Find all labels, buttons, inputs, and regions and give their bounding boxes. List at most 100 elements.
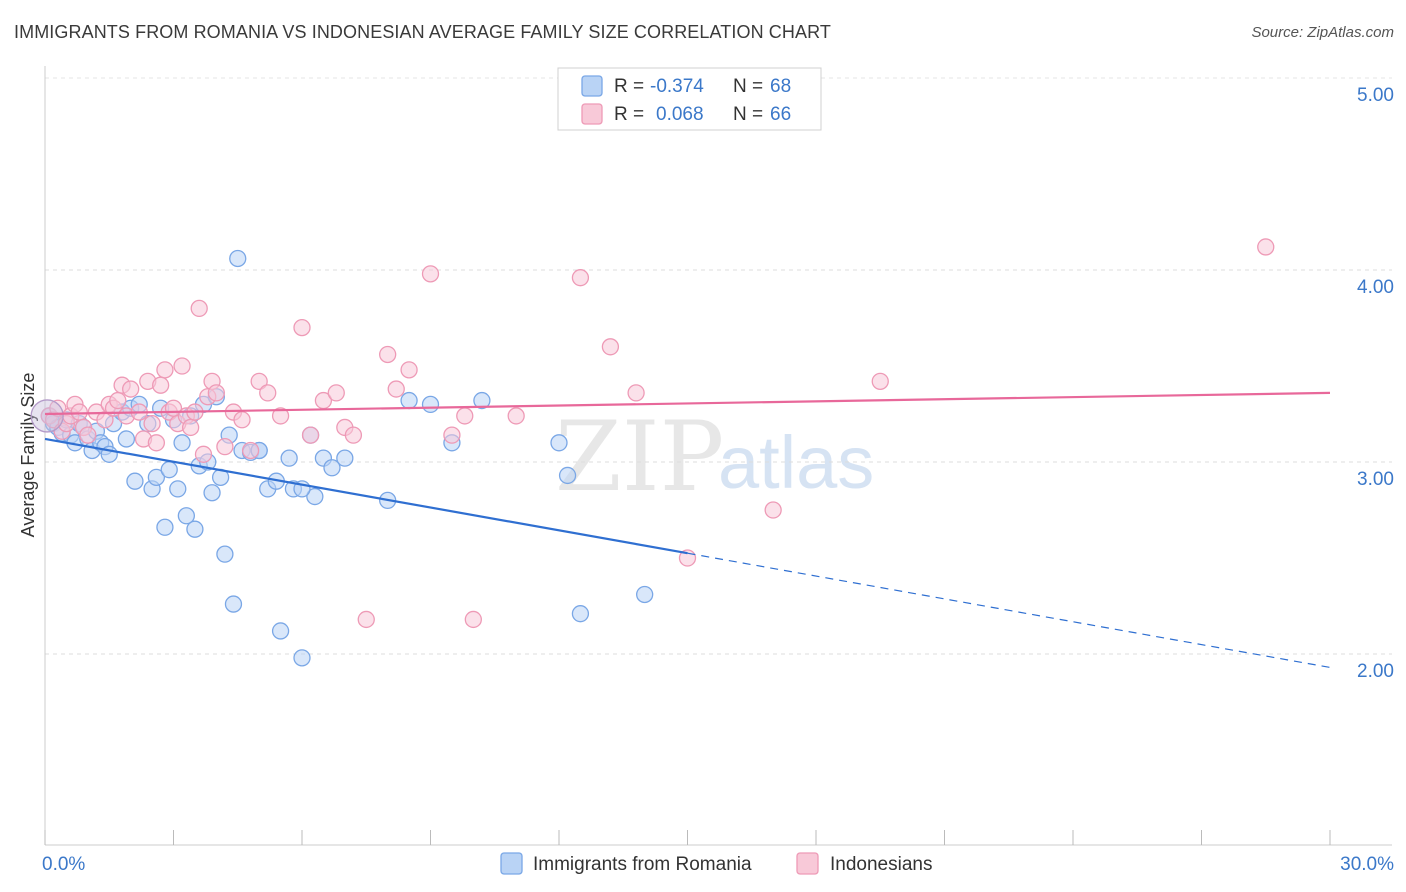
data-points bbox=[30, 238, 1275, 667]
point-indonesians-59 bbox=[571, 269, 590, 287]
point-romania-61 bbox=[421, 395, 440, 414]
point-romania-30 bbox=[177, 507, 196, 525]
point-indonesians-22 bbox=[147, 434, 166, 452]
legend-r-value-romania: -0.374 bbox=[650, 76, 704, 97]
point-indonesians-41 bbox=[250, 372, 268, 391]
trend-lines bbox=[44, 391, 1331, 669]
y-tick-label-0: 2.00 bbox=[1357, 661, 1394, 682]
watermark-zip: ZIP bbox=[555, 401, 724, 513]
point-indonesians-17 bbox=[122, 380, 140, 398]
point-indonesians-57 bbox=[464, 610, 482, 629]
y-tick-label-3: 5.00 bbox=[1357, 85, 1394, 106]
y-tick-label-2: 4.00 bbox=[1357, 277, 1394, 298]
x-tick-label-min: 0.0% bbox=[42, 854, 85, 875]
point-romania-32 bbox=[186, 520, 204, 538]
point-indonesians-52 bbox=[387, 380, 405, 398]
point-indonesians-42 bbox=[259, 384, 277, 402]
point-romania-25 bbox=[156, 518, 174, 536]
point-romania-60 bbox=[400, 391, 418, 410]
point-indonesians-9 bbox=[79, 426, 97, 444]
point-romania-48 bbox=[271, 622, 290, 640]
watermark: ZIP atlas bbox=[555, 401, 874, 513]
point-romania-29 bbox=[173, 434, 191, 452]
axes bbox=[44, 66, 1392, 846]
chart-title: IMMIGRANTS FROM ROMANIA VS INDONESIAN AV… bbox=[14, 22, 831, 42]
y-axis-label: Average Family Size bbox=[18, 373, 38, 538]
point-romania-63 bbox=[473, 391, 491, 410]
point-indonesians-61 bbox=[627, 384, 645, 402]
point-indonesians-39 bbox=[233, 411, 251, 429]
point-romania-23 bbox=[147, 468, 166, 487]
point-indonesians-37 bbox=[216, 437, 234, 456]
x-tick-label-max: 30.0% bbox=[1340, 854, 1394, 875]
point-indonesians-23 bbox=[151, 376, 170, 394]
point-indonesians-65 bbox=[1257, 238, 1275, 256]
bottom-legend-swatch-romania bbox=[500, 852, 523, 875]
point-romania-66 bbox=[571, 605, 590, 623]
point-romania-36 bbox=[203, 484, 221, 502]
point-indonesians-28 bbox=[173, 357, 191, 375]
point-romania-28 bbox=[169, 480, 187, 498]
point-indonesians-55 bbox=[443, 426, 461, 444]
legend-r-value-indonesians: 0.068 bbox=[656, 104, 704, 125]
point-indonesians-2 bbox=[49, 399, 67, 417]
point-romania-17 bbox=[117, 430, 136, 448]
point-romania-51 bbox=[293, 649, 311, 667]
point-indonesians-63 bbox=[764, 501, 782, 519]
point-indonesians-49 bbox=[344, 426, 363, 444]
y-tick-labels: 2.00 3.00 4.00 5.00 bbox=[1357, 85, 1394, 682]
legend-swatch-romania bbox=[581, 75, 603, 97]
legend-n-label-indonesians: N = bbox=[733, 104, 763, 125]
point-romania-41 bbox=[224, 595, 243, 613]
trend-line-extension-romania bbox=[687, 552, 1331, 669]
trend-line-romania bbox=[44, 437, 688, 555]
point-romania-64 bbox=[550, 434, 568, 452]
point-indonesians-21 bbox=[143, 414, 161, 433]
point-romania-65 bbox=[558, 466, 577, 485]
point-romania-49 bbox=[280, 449, 298, 467]
point-indonesians-51 bbox=[379, 345, 397, 364]
point-indonesians-64 bbox=[871, 372, 889, 391]
source-label: Source: ZipAtlas.com bbox=[1251, 24, 1394, 41]
bottom-legend-swatch-indonesians bbox=[796, 852, 819, 875]
y-tick-label-1: 3.00 bbox=[1357, 469, 1394, 490]
point-indonesians-7 bbox=[70, 403, 88, 421]
trend-line-indonesians bbox=[44, 391, 1331, 416]
point-indonesians-54 bbox=[421, 265, 440, 283]
point-romania-53 bbox=[306, 487, 324, 506]
point-romania-55 bbox=[323, 459, 341, 477]
point-indonesians-47 bbox=[327, 384, 345, 402]
point-indonesians-14 bbox=[109, 391, 127, 410]
point-indonesians-32 bbox=[190, 299, 208, 318]
point-romania-19 bbox=[126, 472, 144, 490]
point-overlap-large bbox=[30, 399, 64, 433]
point-indonesians-43 bbox=[271, 407, 290, 425]
point-romania-58 bbox=[336, 449, 354, 467]
grid-lines bbox=[45, 77, 1392, 655]
legend-n-value-indonesians: 66 bbox=[770, 104, 791, 125]
legend-n-value-romania: 68 bbox=[770, 76, 791, 97]
point-indonesians-45 bbox=[301, 426, 320, 444]
legend-r-label-indonesians: R = bbox=[614, 104, 644, 125]
point-indonesians-53 bbox=[400, 361, 418, 379]
legend-n-label-romania: N = bbox=[733, 76, 763, 97]
point-indonesians-60 bbox=[601, 338, 620, 356]
bottom-legend: Immigrants from Romania Indonesians bbox=[500, 852, 932, 875]
x-tick-labels: 0.0% 30.0% bbox=[42, 854, 1394, 875]
legend-r-label-romania: R = bbox=[614, 76, 644, 97]
bottom-legend-label-romania: Immigrants from Romania bbox=[533, 854, 752, 875]
point-indonesians-36 bbox=[207, 384, 225, 402]
point-indonesians-24 bbox=[156, 361, 174, 379]
point-romania-26 bbox=[160, 461, 178, 479]
point-indonesians-30 bbox=[181, 418, 200, 437]
point-indonesians-44 bbox=[293, 318, 311, 337]
point-indonesians-50 bbox=[357, 610, 375, 629]
legend-swatch-indonesians bbox=[581, 103, 603, 125]
point-indonesians-58 bbox=[507, 407, 525, 425]
point-romania-67 bbox=[636, 585, 654, 604]
point-romania-42 bbox=[229, 249, 247, 268]
point-romania-39 bbox=[216, 545, 234, 563]
legend-box: R = -0.374 N = 68 R = 0.068 N = 66 bbox=[557, 67, 822, 131]
bottom-legend-label-indonesians: Indonesians bbox=[830, 854, 932, 875]
point-indonesians-56 bbox=[456, 407, 474, 425]
